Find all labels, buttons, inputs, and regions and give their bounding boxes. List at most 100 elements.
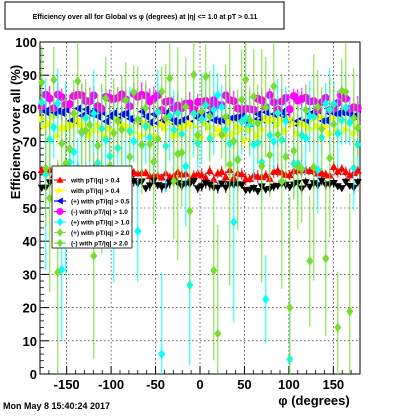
data-point xyxy=(266,150,274,160)
data-point xyxy=(54,267,62,278)
data-point xyxy=(329,162,338,171)
legend-marker xyxy=(56,208,64,215)
legend-label: (+) with pT/|q| > 0.5 xyxy=(71,199,130,206)
data-point xyxy=(286,302,294,313)
data-point xyxy=(262,102,270,113)
data-point xyxy=(258,161,266,171)
data-point xyxy=(237,182,246,190)
y-tick-label: 40 xyxy=(23,234,37,249)
data-point xyxy=(270,81,278,92)
legend-label: with pT/|q| > 0.4 xyxy=(70,178,120,185)
data-point xyxy=(250,91,258,102)
data-point xyxy=(278,176,286,187)
data-point xyxy=(114,116,122,126)
data-point xyxy=(314,102,322,112)
data-point xyxy=(330,119,338,130)
x-tick-label: -150 xyxy=(54,377,80,392)
data-point xyxy=(158,120,166,129)
data-point xyxy=(222,112,230,122)
data-point xyxy=(141,168,150,176)
data-point xyxy=(189,171,198,179)
data-point xyxy=(221,184,230,192)
legend: with pT/|q| > 0.4 with pT/|q| > 0.4 (+) wi… xyxy=(51,165,133,249)
data-point xyxy=(230,217,238,227)
data-point xyxy=(158,86,166,97)
data-point xyxy=(154,134,162,144)
data-point xyxy=(341,167,350,175)
data-point xyxy=(353,166,362,174)
data-point xyxy=(285,105,294,114)
data-point xyxy=(38,77,46,88)
legend-label: with pT/|q| > 0.4 xyxy=(70,188,120,195)
data-point xyxy=(86,120,94,130)
data-point xyxy=(317,177,326,186)
data-point xyxy=(305,183,314,191)
data-point xyxy=(353,179,362,187)
legend-label: (-) with pT/|q| > 2.0 xyxy=(71,241,128,248)
x-tick-label: 150 xyxy=(322,377,344,392)
data-point xyxy=(346,117,354,128)
data-point xyxy=(334,128,342,139)
data-point xyxy=(182,102,190,112)
data-point xyxy=(221,172,230,181)
data-point xyxy=(346,306,354,317)
data-point xyxy=(153,182,162,190)
data-point xyxy=(94,140,102,151)
data-point xyxy=(322,98,330,109)
data-point xyxy=(130,136,138,147)
data-point xyxy=(326,153,334,163)
y-tick-label: 30 xyxy=(23,267,37,282)
data-point xyxy=(226,159,234,170)
data-point xyxy=(205,181,214,190)
data-point xyxy=(138,139,146,150)
data-point xyxy=(158,349,166,359)
data-point xyxy=(337,164,346,172)
data-point xyxy=(350,113,358,123)
chart-title: Efficiency over all for Global vs φ (deg… xyxy=(33,14,258,21)
data-point xyxy=(210,265,218,276)
data-point xyxy=(134,114,142,125)
x-tick-label: -100 xyxy=(98,377,124,392)
data-point xyxy=(322,253,330,264)
y-tick-label: 70 xyxy=(23,135,37,150)
x-tick-label: -50 xyxy=(146,377,165,392)
data-point xyxy=(218,102,226,112)
legend-label: (-) with pT/|q| > 1.0 xyxy=(71,209,128,216)
data-point xyxy=(194,130,202,140)
legend-marker xyxy=(56,217,64,227)
data-point xyxy=(142,102,150,113)
data-point xyxy=(213,184,222,193)
data-point xyxy=(234,155,242,165)
data-point xyxy=(285,184,294,192)
data-point xyxy=(198,106,206,117)
data-point xyxy=(285,170,294,179)
data-point xyxy=(254,118,262,129)
data-point xyxy=(337,185,346,193)
data-point xyxy=(201,173,210,181)
data-point xyxy=(274,129,282,140)
legend-marker xyxy=(56,197,63,205)
data-point xyxy=(90,108,98,119)
data-point xyxy=(217,180,226,188)
legend-marker xyxy=(57,187,64,194)
series-7 xyxy=(38,42,362,374)
data-point xyxy=(197,170,206,179)
data-point xyxy=(245,174,254,183)
data-point xyxy=(302,133,310,143)
data-point xyxy=(201,180,210,188)
data-point xyxy=(145,182,154,190)
data-point xyxy=(282,116,290,126)
data-point xyxy=(65,100,74,109)
data-point xyxy=(122,95,130,105)
data-point xyxy=(214,124,222,133)
data-point xyxy=(302,105,310,115)
data-point xyxy=(273,182,282,190)
x-tick-label: 0 xyxy=(196,377,203,392)
axis-ticks: -150 -100 -50 0 50 100 150 0 10 20 30 40 50 60 70 80 90 1… xyxy=(15,35,361,392)
x-axis-label: φ (degrees) xyxy=(278,393,349,408)
data-point xyxy=(202,71,210,82)
data-point xyxy=(54,98,62,109)
data-point xyxy=(270,136,278,147)
